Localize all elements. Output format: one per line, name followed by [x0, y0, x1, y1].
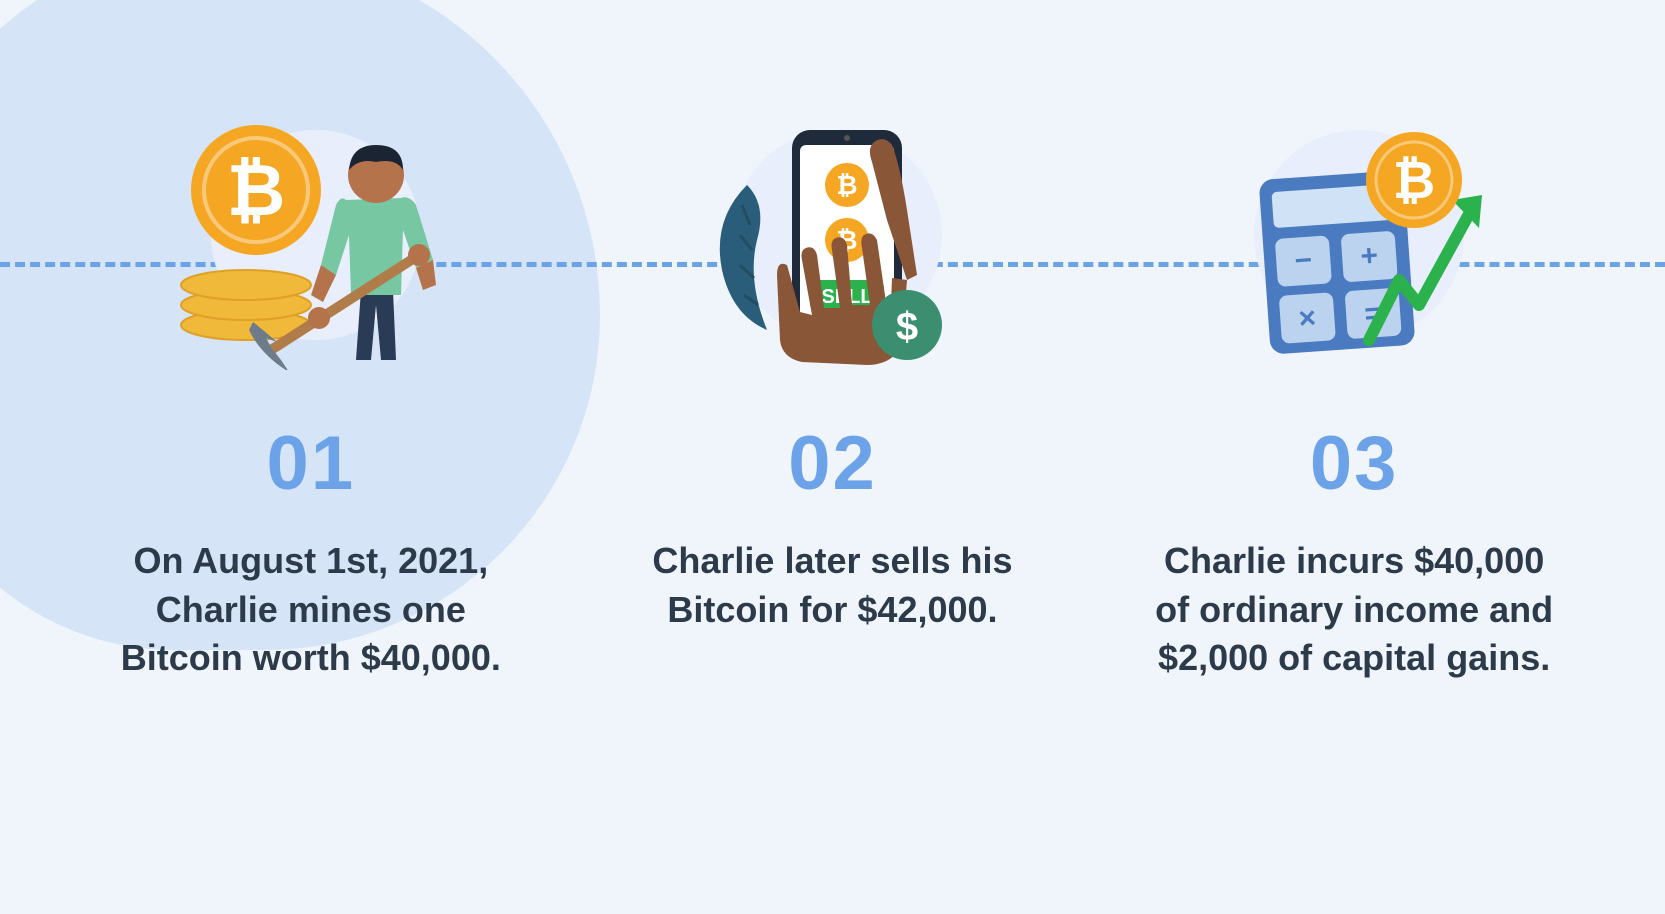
illustration-phone-sell: ₿ ₿ SELL — [692, 90, 972, 370]
step-03: − + × = ₿ — [1144, 90, 1564, 683]
step-02: ₿ ₿ SELL — [622, 90, 1042, 683]
svg-text:+: + — [1359, 239, 1379, 273]
step-description: Charlie later sells his Bitcoin for $42,… — [622, 537, 1042, 634]
illustration-miner: ₿ — [171, 90, 451, 370]
illustration-calculator: − + × = ₿ — [1214, 90, 1494, 370]
svg-text:₿: ₿ — [226, 151, 285, 231]
step-number: 01 — [267, 420, 356, 507]
svg-text:₿: ₿ — [837, 170, 858, 200]
coin-stack-icon — [181, 270, 311, 340]
bitcoin-icon: ₿ — [1366, 132, 1462, 228]
calc-svg: − + × = ₿ — [1214, 90, 1494, 370]
step-description: On August 1st, 2021, Charlie mines one B… — [101, 537, 521, 683]
bitcoin-icon: ₿ — [191, 125, 321, 255]
dollar-circle-icon: $ — [872, 290, 942, 360]
step-number: 02 — [788, 420, 877, 507]
step-01: ₿ — [101, 90, 521, 683]
leaf-icon — [720, 185, 767, 330]
step-number: 03 — [1310, 420, 1399, 507]
svg-text:$: $ — [896, 305, 918, 349]
step-description: Charlie incurs $40,000 of ordinary incom… — [1144, 537, 1564, 683]
svg-text:−: − — [1294, 244, 1314, 278]
infographic-container: ₿ — [0, 0, 1665, 914]
phone-svg: ₿ ₿ SELL — [692, 90, 972, 370]
miner-svg: ₿ — [171, 90, 451, 370]
steps-row: ₿ — [0, 0, 1665, 683]
svg-text:×: × — [1298, 301, 1318, 335]
svg-text:₿: ₿ — [1393, 152, 1435, 210]
